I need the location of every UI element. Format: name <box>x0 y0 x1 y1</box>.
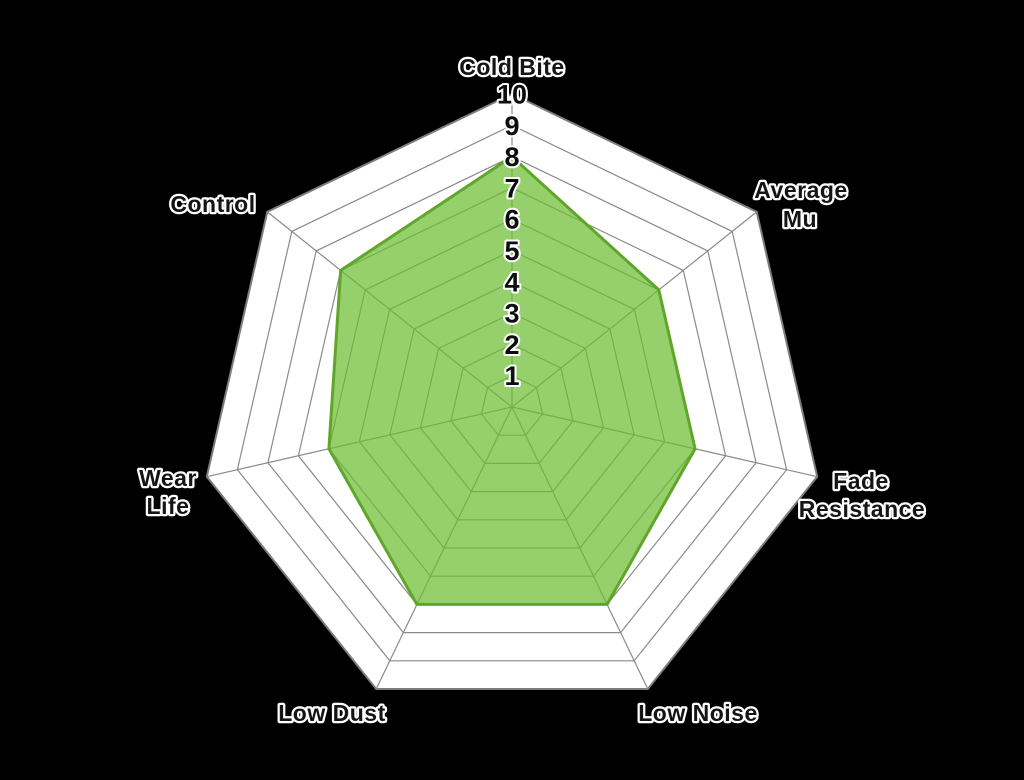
tick-label-5: 5 <box>504 236 519 266</box>
tick-label-6: 6 <box>504 205 519 235</box>
tick-label-8: 8 <box>504 142 519 172</box>
grid-ring-9 <box>236 124 788 662</box>
tick-label-10: 10 <box>497 80 527 110</box>
tick-label-1: 1 <box>504 361 519 391</box>
axis-label-average-mu-line1: Average <box>754 177 847 203</box>
tick-label-3: 3 <box>504 299 519 329</box>
grid-ring-8 <box>267 155 757 634</box>
tick-label-9: 9 <box>504 111 519 141</box>
axis-label-wear-life-line2: Life <box>147 493 190 519</box>
tick-label-2: 2 <box>504 330 519 360</box>
axis-label-fade-resistance-line1: Fade <box>833 468 889 494</box>
tick-label-7: 7 <box>504 173 519 203</box>
axis-label-wear-life-line1: Wear <box>139 465 197 491</box>
axis-label-fade-resistance-line2: Resistance <box>799 496 925 522</box>
tick-label-4: 4 <box>504 267 519 297</box>
axis-label-cold-bite: Cold Bite <box>459 54 564 80</box>
axis-label-low-noise: Low Noise <box>638 700 758 726</box>
axis-label-control: Control <box>170 191 255 217</box>
axis-label-average-mu-line2: Mu <box>783 206 817 232</box>
axis-label-low-dust: Low Dust <box>278 700 386 726</box>
data-polygon-performance-rating <box>327 155 697 606</box>
